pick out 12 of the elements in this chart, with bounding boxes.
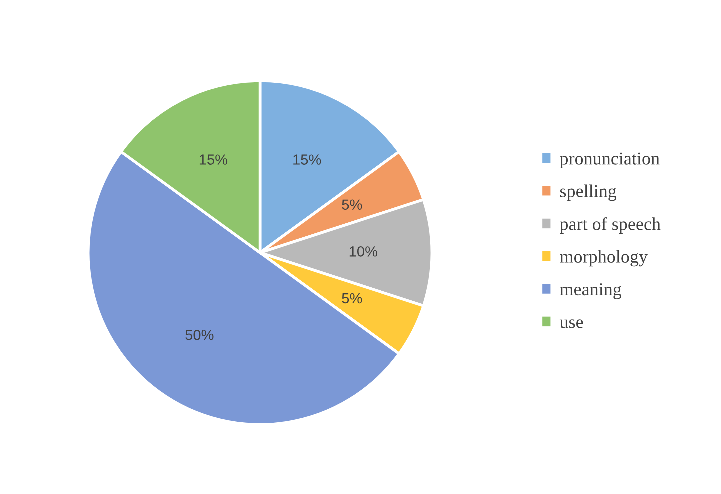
legend-label: morphology [560, 250, 648, 267]
data-label: 5% [342, 200, 362, 210]
legend-label: use [560, 320, 584, 328]
legend-label: meaning [560, 284, 622, 300]
legend-label: spelling [560, 184, 617, 202]
data-label: 10% [350, 246, 378, 257]
data-label: 15% [294, 154, 322, 165]
legend-label: pronunciation [560, 152, 660, 169]
legend-label: part of speech [560, 217, 661, 234]
data-label: 50% [186, 330, 214, 340]
data-label: 5% [342, 293, 362, 304]
data-label: 15% [200, 154, 228, 165]
